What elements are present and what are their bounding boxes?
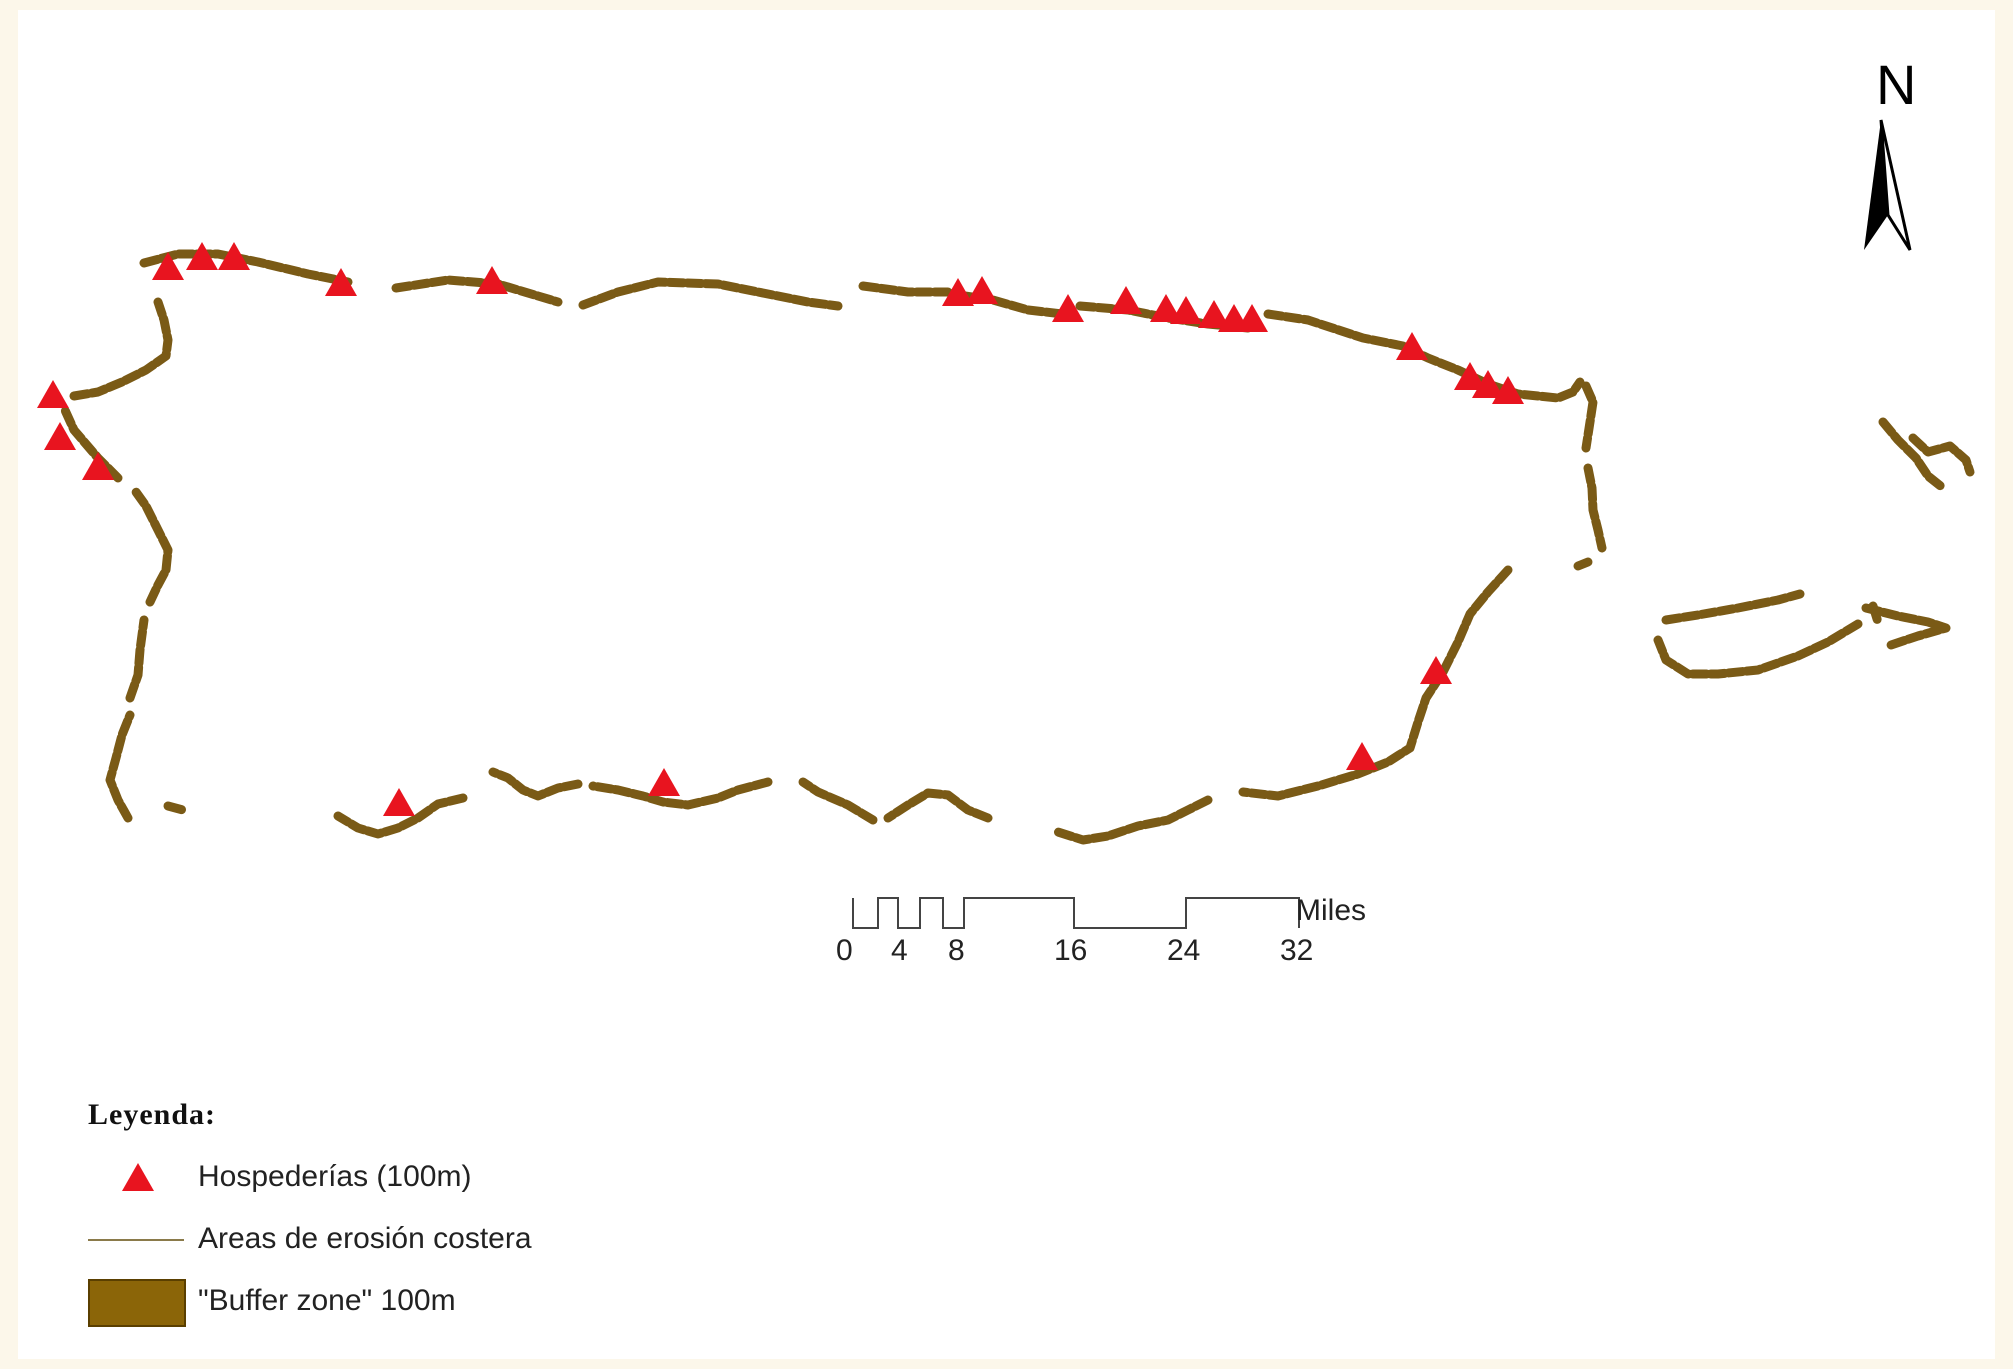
scale-unit-label: Miles	[1296, 894, 1367, 927]
buffer-segment	[1581, 381, 1598, 453]
scale-tick-24: 24	[1167, 934, 1201, 967]
hotel-marker-icon	[476, 266, 508, 294]
hotel-marker-icon	[1052, 294, 1084, 322]
buffer-segment	[588, 777, 773, 810]
buffer-segment	[488, 767, 583, 801]
north-label: N	[1876, 53, 1917, 116]
scale-tick-0: 0	[836, 934, 853, 967]
hotel-marker-icon	[1170, 296, 1202, 324]
legend-item-hotels: Hospederías (100m)	[88, 1152, 471, 1202]
buffer-segment	[1653, 619, 1863, 679]
hotel-marker-icon	[1198, 300, 1230, 328]
buffer-segment	[798, 777, 878, 825]
buffer-segment	[1053, 795, 1213, 845]
buffer-segment	[1861, 603, 1951, 651]
buffer-segment	[125, 615, 149, 703]
red-triangle-icon	[88, 1153, 186, 1201]
hotel-marker-icon	[218, 242, 250, 270]
buffer-segment	[391, 275, 563, 307]
legend-label-buffer: "Buffer zone" 100m	[198, 1284, 456, 1317]
hotel-marker-icon	[37, 380, 69, 408]
buffer-segment	[1908, 433, 1975, 477]
buffer-segment	[1661, 589, 1805, 625]
buffer-segment	[858, 281, 953, 297]
coastal-erosion-buffer-layer	[59, 249, 1975, 845]
buffer-segment	[1583, 463, 1607, 553]
scale-bar	[852, 897, 1300, 929]
hotel-marker-icon	[1472, 370, 1504, 398]
hotel-marker-icon	[1236, 304, 1268, 332]
buffer-segment	[69, 297, 173, 401]
scale-tick-8: 8	[948, 934, 965, 967]
buffer-segment	[883, 788, 993, 823]
buffer-segment	[105, 710, 135, 823]
legend-title: Leyenda:	[88, 1098, 216, 1131]
hotel-marker-icon	[1396, 332, 1428, 360]
hotel-marker-icon	[1110, 286, 1142, 314]
hotel-marker-icon	[648, 768, 680, 796]
hotel-marker-icon	[82, 452, 114, 480]
scale-tick-32: 32	[1280, 934, 1314, 967]
buffer-segment	[1238, 565, 1513, 801]
buffer-segment	[1573, 557, 1593, 571]
buffer-segment	[1263, 309, 1585, 403]
legend-item-buffer: "Buffer zone" 100m	[88, 1276, 456, 1327]
hotel-marker-icon	[325, 268, 357, 296]
hotel-marker-icon	[186, 242, 218, 270]
hotel-marker-icon	[383, 788, 415, 816]
line-icon	[88, 1215, 186, 1263]
north-arrow-icon	[1864, 119, 1912, 251]
hotel-marker-icon	[152, 252, 184, 280]
hotel-marker-icon	[44, 422, 76, 450]
hotel-marker-icon	[1492, 376, 1524, 404]
buffer-segment	[131, 487, 173, 607]
buffer-segment	[333, 793, 468, 839]
hotel-marker-icon	[1150, 294, 1182, 322]
legend-label-hotels: Hospederías (100m)	[198, 1160, 472, 1193]
map-panel: N Miles 0 4 8 16 24 32 Leyenda: Hospeder…	[18, 10, 1995, 1359]
hotel-markers-layer	[37, 242, 1524, 816]
hotel-marker-icon	[966, 276, 998, 304]
scale-tick-4: 4	[891, 934, 908, 967]
brown-box-icon	[88, 1277, 186, 1327]
hotel-marker-icon	[1454, 362, 1486, 390]
hotel-marker-icon	[942, 278, 974, 306]
hotel-marker-icon	[1346, 742, 1378, 770]
buffer-segment	[1878, 417, 1948, 493]
scale-tick-16: 16	[1054, 934, 1088, 967]
map-canvas	[37, 119, 1975, 929]
legend-item-erosion: Areas de erosión costera	[88, 1214, 532, 1264]
buffer-segment	[163, 801, 188, 815]
buffer-segment	[578, 277, 843, 311]
hotel-marker-icon	[1420, 656, 1452, 684]
legend-label-erosion: Areas de erosión costera	[198, 1222, 532, 1255]
buffer-segment	[59, 403, 123, 483]
